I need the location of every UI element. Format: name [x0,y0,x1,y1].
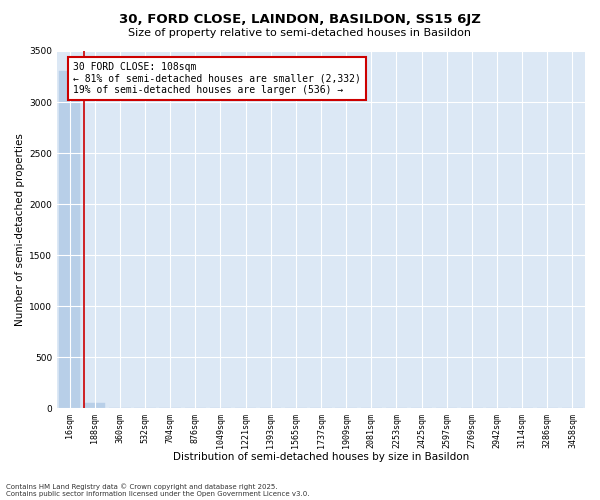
Text: 30 FORD CLOSE: 108sqm
← 81% of semi-detached houses are smaller (2,332)
19% of s: 30 FORD CLOSE: 108sqm ← 81% of semi-deta… [73,62,361,95]
X-axis label: Distribution of semi-detached houses by size in Basildon: Distribution of semi-detached houses by … [173,452,469,462]
Bar [59,72,80,408]
Text: Contains HM Land Registry data © Crown copyright and database right 2025.: Contains HM Land Registry data © Crown c… [6,484,277,490]
Bar [84,404,106,408]
Text: Contains public sector information licensed under the Open Government Licence v3: Contains public sector information licen… [6,491,310,497]
Y-axis label: Number of semi-detached properties: Number of semi-detached properties [15,134,25,326]
Text: 30, FORD CLOSE, LAINDON, BASILDON, SS15 6JZ: 30, FORD CLOSE, LAINDON, BASILDON, SS15 … [119,12,481,26]
Text: Size of property relative to semi-detached houses in Basildon: Size of property relative to semi-detach… [128,28,472,38]
